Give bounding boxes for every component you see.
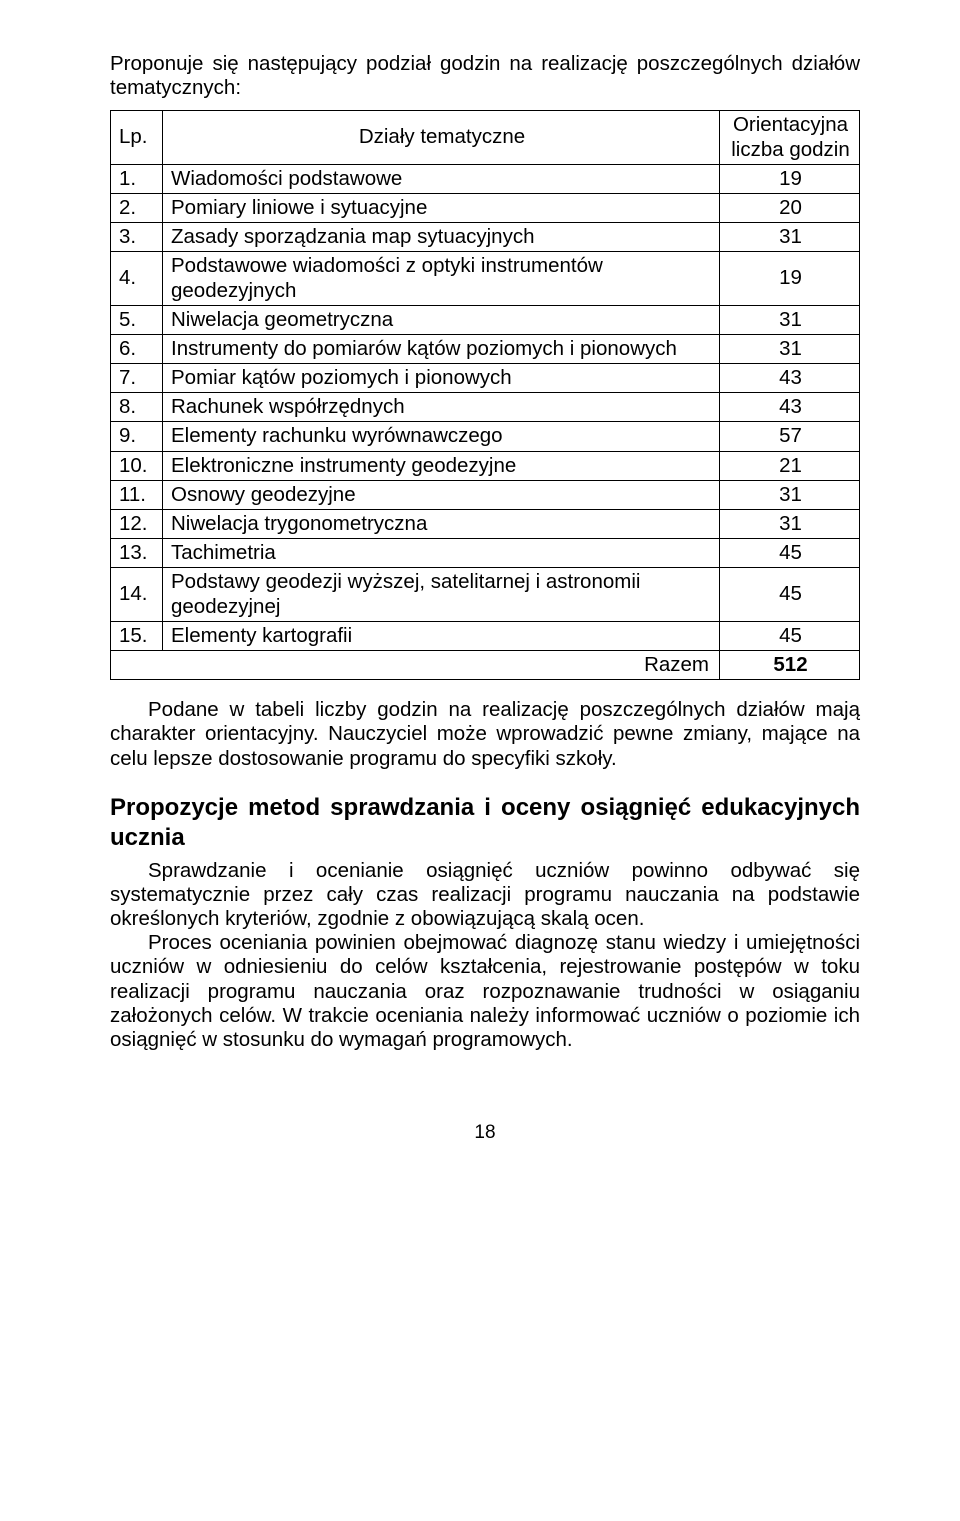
table-total-row: Razem512 <box>111 650 860 679</box>
cell-hours: 57 <box>720 422 860 451</box>
cell-lp: 11. <box>111 480 163 509</box>
cell-name: Elementy kartografii <box>163 621 720 650</box>
cell-lp: 5. <box>111 305 163 334</box>
cell-name: Elektroniczne instrumenty geodezyjne <box>163 451 720 480</box>
cell-name: Pomiary liniowe i sytuacyjne <box>163 193 720 222</box>
total-label: Razem <box>111 650 720 679</box>
cell-name: Zasady sporządzania map sytuacyjnych <box>163 223 720 252</box>
cell-name: Podstawowe wiadomości z optyki instrumen… <box>163 252 720 305</box>
subsection-heading: Propozycje metod sprawdzania i oceny osi… <box>110 793 860 853</box>
cell-hours: 19 <box>720 252 860 305</box>
table-row: 5.Niwelacja geometryczna31 <box>111 305 860 334</box>
cell-lp: 14. <box>111 568 163 621</box>
table-row: 3.Zasady sporządzania map sytuacyjnych31 <box>111 223 860 252</box>
cell-lp: 15. <box>111 621 163 650</box>
page-number: 18 <box>110 1122 860 1144</box>
table-row: 13.Tachimetria45 <box>111 539 860 568</box>
cell-lp: 9. <box>111 422 163 451</box>
cell-hours: 45 <box>720 539 860 568</box>
cell-lp: 6. <box>111 334 163 363</box>
cell-lp: 2. <box>111 193 163 222</box>
cell-name: Rachunek współrzędnych <box>163 393 720 422</box>
table-row: 14.Podstawy geodezji wyższej, satelitarn… <box>111 568 860 621</box>
header-hours: Orientacyjna liczba godzin <box>720 111 860 164</box>
cell-lp: 4. <box>111 252 163 305</box>
cell-hours: 45 <box>720 568 860 621</box>
table-row: 9.Elementy rachunku wyrównawczego57 <box>111 422 860 451</box>
table-row: 8.Rachunek współrzędnych43 <box>111 393 860 422</box>
cell-lp: 13. <box>111 539 163 568</box>
cell-hours: 21 <box>720 451 860 480</box>
cell-lp: 7. <box>111 364 163 393</box>
total-value: 512 <box>720 650 860 679</box>
table-row: 7.Pomiar kątów poziomych i pionowych43 <box>111 364 860 393</box>
cell-hours: 31 <box>720 334 860 363</box>
cell-name: Pomiar kątów poziomych i pionowych <box>163 364 720 393</box>
cell-lp: 12. <box>111 510 163 539</box>
cell-hours: 31 <box>720 510 860 539</box>
cell-name: Elementy rachunku wyrównawczego <box>163 422 720 451</box>
cell-name: Osnowy geodezyjne <box>163 480 720 509</box>
cell-name: Niwelacja geometryczna <box>163 305 720 334</box>
cell-name: Podstawy geodezji wyższej, satelitarnej … <box>163 568 720 621</box>
cell-name: Instrumenty do pomiarów kątów poziomych … <box>163 334 720 363</box>
cell-hours: 31 <box>720 480 860 509</box>
intro-paragraph: Proponuje się następujący podział godzin… <box>110 52 860 100</box>
paragraph-1: Podane w tabeli liczby godzin na realiza… <box>110 698 860 771</box>
cell-hours: 31 <box>720 305 860 334</box>
cell-lp: 3. <box>111 223 163 252</box>
table-row: 2.Pomiary liniowe i sytuacyjne20 <box>111 193 860 222</box>
cell-hours: 19 <box>720 164 860 193</box>
cell-lp: 8. <box>111 393 163 422</box>
cell-name: Tachimetria <box>163 539 720 568</box>
cell-lp: 1. <box>111 164 163 193</box>
hours-table: Lp.Działy tematyczneOrientacyjna liczba … <box>110 110 860 680</box>
table-row: 10.Elektroniczne instrumenty geodezyjne2… <box>111 451 860 480</box>
cell-hours: 45 <box>720 621 860 650</box>
cell-lp: 10. <box>111 451 163 480</box>
cell-hours: 31 <box>720 223 860 252</box>
table-row: 15.Elementy kartografii45 <box>111 621 860 650</box>
table-row: 6.Instrumenty do pomiarów kątów poziomyc… <box>111 334 860 363</box>
table-row: 11.Osnowy geodezyjne31 <box>111 480 860 509</box>
cell-name: Wiadomości podstawowe <box>163 164 720 193</box>
table-row: 1.Wiadomości podstawowe19 <box>111 164 860 193</box>
paragraph-3: Proces oceniania powinien obejmować diag… <box>110 931 860 1052</box>
table-row: 12.Niwelacja trygonometryczna31 <box>111 510 860 539</box>
paragraph-2: Sprawdzanie i ocenianie osiągnięć ucznió… <box>110 859 860 932</box>
cell-name: Niwelacja trygonometryczna <box>163 510 720 539</box>
cell-hours: 43 <box>720 364 860 393</box>
header-lp: Lp. <box>111 111 163 164</box>
table-header-row: Lp.Działy tematyczneOrientacyjna liczba … <box>111 111 860 164</box>
header-name: Działy tematyczne <box>163 111 720 164</box>
cell-hours: 43 <box>720 393 860 422</box>
cell-hours: 20 <box>720 193 860 222</box>
table-row: 4.Podstawowe wiadomości z optyki instrum… <box>111 252 860 305</box>
